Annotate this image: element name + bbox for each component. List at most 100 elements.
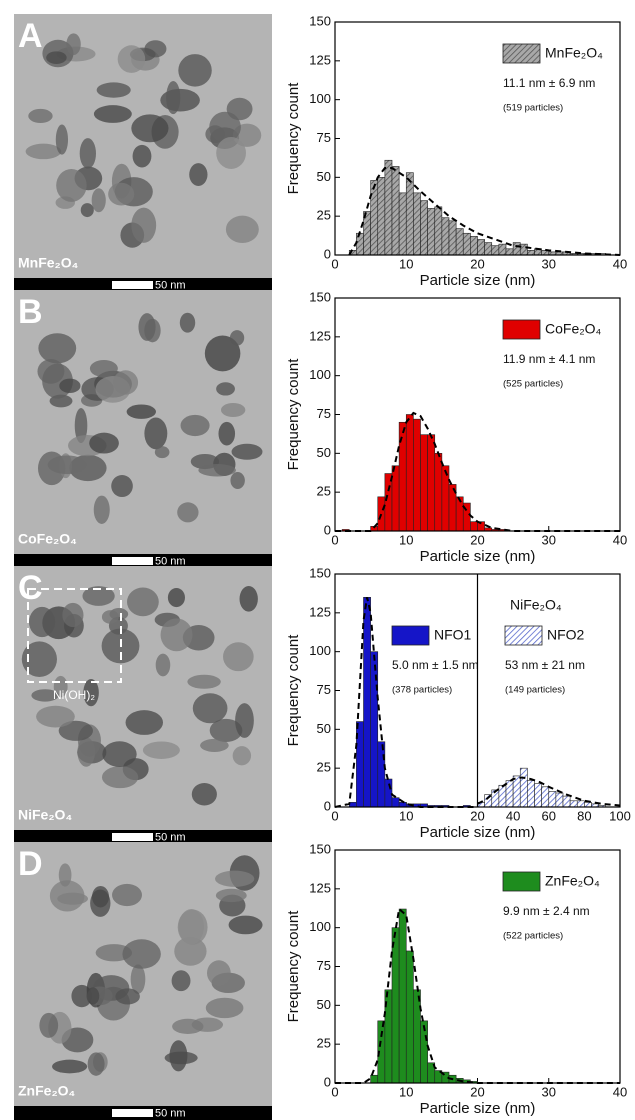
y-tick-label: 125	[309, 880, 331, 895]
particle	[28, 108, 53, 124]
bar	[512, 775, 521, 808]
bar	[441, 465, 450, 532]
x-axis-label: Particle size (nm)	[420, 548, 536, 565]
y-tick-label: 0	[324, 798, 331, 813]
legend-stats: 53 nm ± 21 nm	[505, 658, 585, 672]
particle	[21, 641, 57, 677]
particle	[172, 1018, 204, 1035]
bar	[391, 927, 400, 1084]
particle	[93, 495, 110, 524]
x-axis-label: Particle size (nm)	[420, 824, 536, 841]
particle	[83, 678, 99, 707]
particle	[28, 606, 56, 638]
bar	[477, 239, 485, 256]
inset-label: Ni(OH)₂	[53, 688, 95, 702]
particle	[87, 1052, 105, 1076]
particle	[187, 674, 221, 689]
x-tick-label: 100	[609, 808, 631, 823]
bar	[505, 780, 514, 808]
particle	[25, 143, 62, 160]
legend-label: NFO2	[547, 627, 585, 643]
x-tick-label: 40	[613, 532, 627, 547]
sample-label: CoFe₂O₄	[18, 531, 77, 547]
bar	[555, 792, 564, 808]
y-axis-label: Frequency count	[285, 82, 302, 195]
particle	[160, 618, 193, 652]
bar	[398, 421, 407, 532]
bar	[548, 791, 557, 808]
bar	[391, 797, 400, 808]
bar	[441, 217, 450, 256]
legend-count: (149 particles)	[505, 685, 565, 696]
particle	[223, 642, 254, 672]
y-tick-label: 75	[317, 958, 331, 973]
bar	[470, 521, 478, 532]
particle	[126, 404, 156, 419]
bar	[455, 496, 464, 532]
bar	[398, 192, 407, 256]
inset-box	[27, 588, 122, 683]
x-tick-label: 0	[331, 256, 338, 271]
particle	[164, 1051, 198, 1065]
x-tick-label: 10	[399, 256, 413, 271]
particle	[215, 888, 247, 903]
particle	[200, 738, 229, 752]
x-axis-label: Particle size (nm)	[420, 272, 536, 289]
particle	[177, 502, 199, 523]
bar	[562, 795, 571, 808]
panel-letter: B	[18, 293, 43, 331]
bar	[420, 434, 428, 532]
y-tick-label: 50	[317, 997, 331, 1012]
bar	[505, 248, 514, 256]
x-tick-label: 20	[470, 808, 484, 823]
y-tick-label: 0	[324, 1074, 331, 1089]
particle	[225, 215, 259, 244]
legend-swatch	[502, 43, 541, 64]
particle	[178, 908, 204, 945]
particle	[66, 33, 81, 56]
particle	[216, 382, 235, 396]
legend-stats: 5.0 nm ± 1.5 nm	[392, 658, 479, 672]
x-tick-label: 10	[399, 1084, 413, 1099]
x-tick-label: 30	[542, 1084, 556, 1099]
particle	[90, 889, 111, 917]
bar	[420, 200, 428, 256]
particle	[171, 970, 191, 992]
particle	[218, 421, 236, 446]
scale-label: 50 nm	[155, 831, 186, 843]
y-tick-label: 0	[324, 246, 331, 261]
x-tick-label: 80	[577, 808, 591, 823]
bar	[405, 172, 414, 256]
particle	[155, 653, 171, 677]
bar	[398, 802, 407, 808]
y-tick-label: 150	[309, 565, 331, 580]
plot-frame	[334, 573, 621, 808]
particle	[125, 710, 164, 735]
legend-count: (522 particles)	[503, 931, 563, 942]
fit-curve	[477, 776, 621, 807]
bar	[370, 180, 379, 256]
sample-label: NiFe₂O₄	[18, 807, 72, 823]
bar	[434, 453, 443, 532]
particle	[180, 414, 210, 437]
particle	[80, 203, 94, 218]
bar	[413, 989, 421, 1084]
sample-label: MnFe₂O₄	[18, 255, 78, 271]
fit-curve	[335, 411, 620, 532]
scale-label: 50 nm	[155, 1107, 186, 1119]
y-tick-label: 125	[309, 52, 331, 67]
bar	[363, 596, 371, 808]
fit-curve	[335, 907, 620, 1084]
legend-stats: 9.9 nm ± 2.4 nm	[503, 904, 590, 918]
y-tick-label: 100	[309, 643, 331, 658]
bar	[413, 192, 421, 256]
particle	[132, 144, 152, 168]
plot-frame	[334, 297, 621, 532]
particle	[235, 703, 254, 738]
particle	[131, 114, 169, 143]
particle	[232, 746, 252, 766]
particle	[38, 333, 77, 364]
x-tick-label: 10	[399, 532, 413, 547]
bar	[484, 242, 493, 256]
